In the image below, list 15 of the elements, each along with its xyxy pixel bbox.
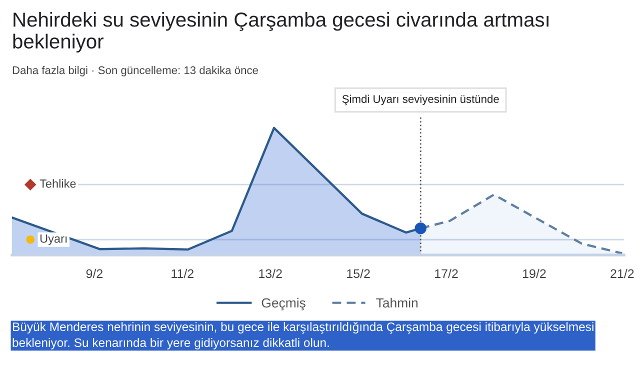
x-tick-label: 17/2: [435, 268, 458, 278]
ref-line-label: Tehlike: [40, 179, 76, 188]
x-tick-label: 21/2: [610, 268, 634, 278]
ref-line-label: Uyarı: [40, 234, 67, 246]
x-tick-label: 15/2: [347, 268, 370, 278]
ref-line-label: Şimdi Uyarı seviyesinin üstünde: [342, 94, 499, 106]
x-tick-label: 13/2: [259, 268, 282, 278]
text: Büyük Menderes nehrinin seviyesinin, bu gece ile karşılaştırıldığında Çarşamba gecesi itibarıyla yükselmesi bekleniyor. Su kenarında bir yere gidiyorsanız dikkatli olun.: [12, 322, 594, 350]
x-tick-label: 9/2: [86, 268, 103, 278]
legend-label: Geçmiş: [262, 298, 306, 310]
x-tick-label: 11/2: [172, 268, 194, 278]
x-tick-label: 19/2: [523, 268, 546, 278]
chart-subtitle: Daha fazla bilgi · Son güncelleme: 13 dakika önce: [12, 66, 258, 76]
chart-title: Nehirdeki su seviyesinin Çarşamba gecesi civarında artması bekleniyor: [13, 12, 548, 53]
legend-label: Tahmin: [376, 298, 418, 308]
